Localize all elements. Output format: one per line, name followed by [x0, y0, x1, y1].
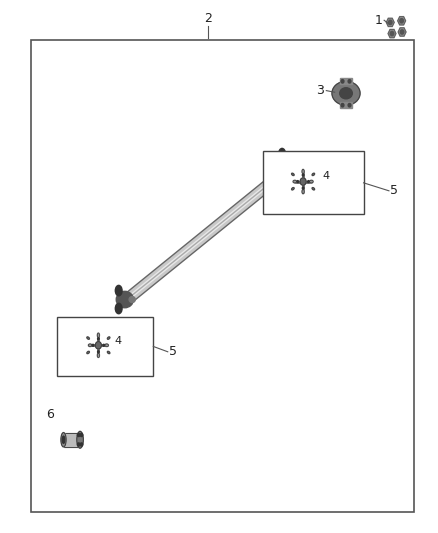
Circle shape: [80, 433, 83, 437]
Ellipse shape: [61, 433, 66, 447]
Text: 4: 4: [115, 336, 122, 346]
Circle shape: [78, 433, 80, 437]
Circle shape: [341, 79, 344, 83]
Circle shape: [389, 20, 392, 25]
Circle shape: [300, 178, 306, 185]
Ellipse shape: [97, 333, 99, 337]
Bar: [340, 78, 352, 84]
Bar: [340, 102, 352, 108]
Ellipse shape: [97, 353, 99, 358]
Circle shape: [348, 79, 351, 83]
Ellipse shape: [279, 155, 297, 171]
Circle shape: [95, 342, 101, 349]
Circle shape: [400, 19, 403, 23]
Ellipse shape: [302, 189, 304, 194]
Text: 3: 3: [316, 84, 324, 97]
Ellipse shape: [312, 173, 314, 175]
Circle shape: [103, 344, 105, 346]
Circle shape: [98, 351, 99, 353]
Circle shape: [80, 443, 83, 446]
Ellipse shape: [129, 296, 135, 303]
Ellipse shape: [88, 344, 92, 346]
Ellipse shape: [310, 180, 313, 183]
Ellipse shape: [279, 148, 286, 159]
Ellipse shape: [292, 188, 294, 190]
Ellipse shape: [62, 436, 65, 443]
Text: 5: 5: [169, 345, 177, 358]
Circle shape: [307, 181, 309, 182]
Bar: [64, 433, 80, 447]
Ellipse shape: [279, 166, 286, 177]
Ellipse shape: [87, 351, 89, 354]
Ellipse shape: [332, 82, 360, 105]
Circle shape: [297, 181, 299, 182]
Bar: [57, 317, 153, 376]
Circle shape: [400, 30, 404, 34]
Ellipse shape: [107, 351, 110, 354]
Ellipse shape: [293, 159, 299, 166]
Bar: [263, 151, 364, 214]
Circle shape: [348, 103, 351, 107]
Ellipse shape: [340, 88, 352, 99]
Text: 5: 5: [390, 184, 398, 197]
Ellipse shape: [115, 303, 122, 314]
Circle shape: [92, 344, 94, 346]
Circle shape: [341, 103, 344, 107]
Circle shape: [302, 187, 304, 189]
Text: 2: 2: [204, 12, 212, 25]
Bar: [31, 40, 414, 512]
Ellipse shape: [116, 292, 134, 308]
Text: 4: 4: [323, 171, 330, 181]
Ellipse shape: [312, 188, 314, 190]
Ellipse shape: [293, 180, 297, 183]
Ellipse shape: [115, 285, 122, 296]
Ellipse shape: [107, 337, 110, 340]
Circle shape: [302, 174, 304, 176]
Ellipse shape: [87, 337, 89, 340]
Circle shape: [78, 443, 80, 446]
Ellipse shape: [292, 173, 294, 175]
Ellipse shape: [302, 169, 304, 174]
Bar: [64, 433, 80, 447]
Text: 1: 1: [375, 14, 383, 27]
Circle shape: [98, 338, 99, 340]
Text: 6: 6: [46, 408, 54, 421]
Ellipse shape: [77, 431, 83, 448]
Circle shape: [390, 31, 394, 36]
Ellipse shape: [105, 344, 109, 346]
